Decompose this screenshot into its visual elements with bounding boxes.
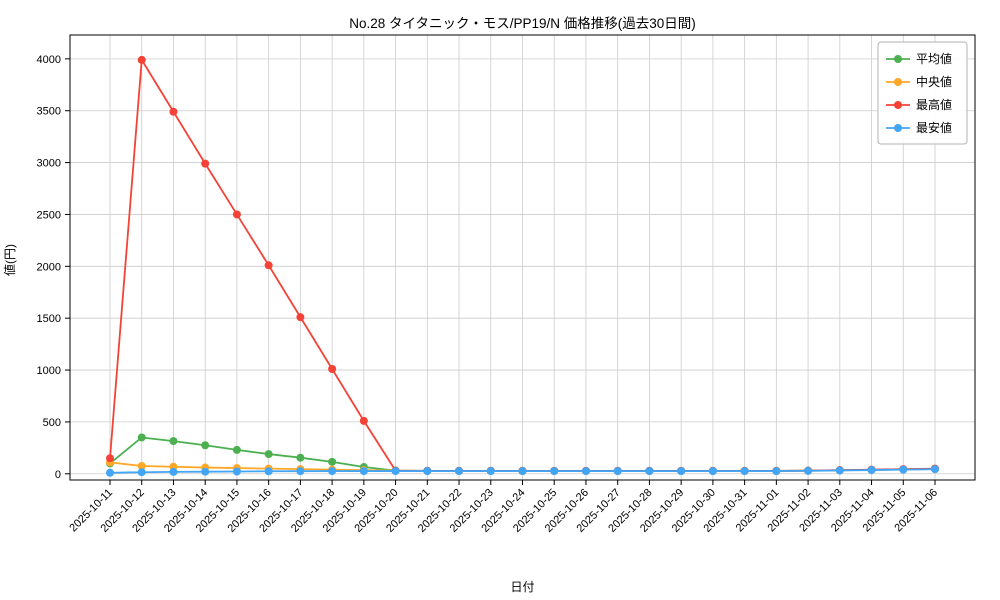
chart-title: No.28 タイタニック・モス/PP19/N 価格推移(過去30日間) (349, 16, 696, 31)
y-tick-label: 1500 (37, 313, 61, 325)
legend-label-0: 平均値 (916, 51, 952, 66)
legend-label-1: 中央値 (916, 74, 952, 89)
plot-border (69, 34, 976, 481)
data-point-3 (867, 466, 876, 475)
data-point-3 (518, 467, 527, 476)
data-point-3 (359, 467, 368, 476)
data-point-3 (296, 467, 305, 476)
y-tick-label: 500 (43, 417, 61, 429)
data-point-2 (264, 261, 273, 270)
data-point-3 (264, 467, 273, 476)
data-point-3 (486, 467, 495, 476)
data-point-3 (645, 467, 654, 476)
data-point-3 (201, 467, 210, 476)
data-point-2 (137, 55, 146, 64)
data-point-3 (550, 467, 559, 476)
data-point-3 (835, 466, 844, 475)
legend-marker-dot-0 (894, 55, 902, 63)
data-point-0 (296, 453, 305, 462)
data-point-3 (931, 465, 939, 474)
data-point-0 (201, 441, 210, 450)
legend-marker-dot-1 (894, 78, 902, 86)
legend-box (877, 41, 968, 145)
data-point-3 (423, 467, 432, 476)
data-point-0 (328, 457, 337, 466)
data-point-3 (899, 465, 908, 474)
data-point-2 (106, 454, 114, 463)
data-point-2 (359, 416, 368, 425)
y-tick-label: 3000 (37, 158, 61, 170)
data-point-3 (391, 467, 400, 476)
y-tick-label: 0 (55, 469, 61, 481)
data-point-3 (677, 467, 686, 476)
data-point-3 (455, 467, 464, 476)
data-point-3 (740, 467, 749, 476)
data-point-3 (106, 468, 114, 477)
data-point-2 (201, 159, 210, 168)
data-point-2 (232, 210, 241, 219)
data-point-3 (772, 467, 781, 476)
data-point-2 (328, 365, 337, 374)
data-point-3 (804, 466, 813, 475)
y-tick-label: 2000 (37, 261, 61, 273)
data-point-0 (169, 437, 178, 446)
legend-label-3: 最安値 (916, 120, 952, 135)
data-point-3 (581, 467, 590, 476)
data-point-2 (296, 313, 305, 322)
y-tick-label: 4000 (37, 54, 61, 66)
legend-marker-dot-3 (894, 124, 902, 132)
x-axis-label: 日付 (510, 580, 535, 594)
data-point-3 (169, 467, 178, 476)
data-point-3 (613, 467, 622, 476)
legend-label-2: 最高値 (916, 97, 952, 112)
y-tick-label: 1000 (37, 365, 61, 377)
data-point-2 (169, 107, 178, 116)
y-tick-label: 3500 (37, 106, 61, 118)
data-point-3 (137, 468, 146, 477)
data-point-1 (137, 461, 146, 470)
data-point-3 (232, 467, 241, 476)
data-point-3 (328, 467, 337, 476)
data-point-0 (264, 450, 273, 459)
data-point-0 (232, 445, 241, 454)
data-point-0 (137, 433, 146, 442)
y-tick-label: 2500 (37, 209, 61, 221)
data-point-3 (708, 467, 717, 476)
legend-marker-dot-2 (894, 101, 902, 109)
